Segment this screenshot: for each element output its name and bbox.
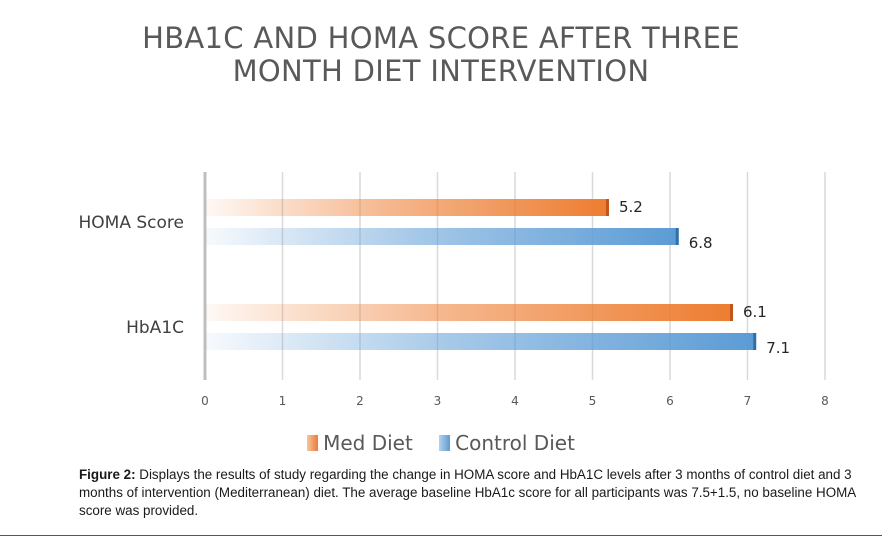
legend-label-control-diet: Control Diet — [455, 431, 575, 455]
chart-title-line-1: HBA1C AND HOMA SCORE AFTER THREE — [142, 21, 740, 55]
legend-item-med-diet: Med Diet — [307, 431, 413, 455]
bar-med-diet-1 — [205, 304, 732, 321]
bar-end-0-0 — [606, 199, 609, 216]
category-labels: HOMA Score HbA1C — [79, 213, 184, 338]
legend-swatch-med-diet — [307, 435, 319, 451]
x-tick-label-0: 0 — [201, 394, 209, 408]
bar-end-1-0 — [675, 228, 679, 245]
value-label-0-1: 6.1 — [743, 303, 767, 321]
bar-control-diet-0 — [205, 228, 678, 245]
chart-title-line-2: MONTH DIET INTERVENTION — [232, 54, 650, 88]
bar-end-0-1 — [730, 304, 733, 321]
chart-title: HBA1C AND HOMA SCORE AFTER THREE MONTH D… — [0, 22, 882, 88]
x-tick-labels: 0 1 2 3 4 5 6 7 8 — [201, 394, 829, 408]
category-label-0: HOMA Score — [79, 213, 184, 233]
legend-item-control-diet: Control Diet — [439, 431, 575, 455]
x-tick-label-7: 7 — [744, 394, 752, 408]
caption-label: Figure 2: — [79, 467, 136, 482]
bottom-divider — [0, 535, 882, 536]
bar-med-diet-0 — [205, 199, 608, 216]
caption-text: Displays the results of study regarding … — [79, 467, 856, 518]
bars — [205, 199, 757, 350]
category-label-1: HbA1C — [126, 318, 184, 338]
x-tick-label-4: 4 — [511, 394, 519, 408]
x-tick-label-2: 2 — [356, 394, 364, 408]
x-tick-label-1: 1 — [279, 394, 287, 408]
legend-swatch-control-diet — [439, 435, 451, 451]
value-label-0-0: 5.2 — [619, 198, 643, 216]
value-label-1-0: 6.8 — [689, 234, 713, 252]
figure-caption: Figure 2: Displays the results of study … — [79, 466, 871, 520]
x-tick-label-3: 3 — [434, 394, 442, 408]
value-label-1-1: 7.1 — [766, 339, 790, 357]
bar-control-diet-1 — [205, 333, 756, 350]
legend-label-med-diet: Med Diet — [323, 431, 413, 455]
x-tick-label-6: 6 — [666, 394, 674, 408]
legend: Med Diet Control Diet — [0, 431, 882, 456]
x-tick-label-5: 5 — [589, 394, 597, 408]
bar-end-1-1 — [753, 333, 757, 350]
x-tick-label-8: 8 — [821, 394, 829, 408]
value-labels: 5.2 6.8 6.1 7.1 — [619, 198, 790, 357]
